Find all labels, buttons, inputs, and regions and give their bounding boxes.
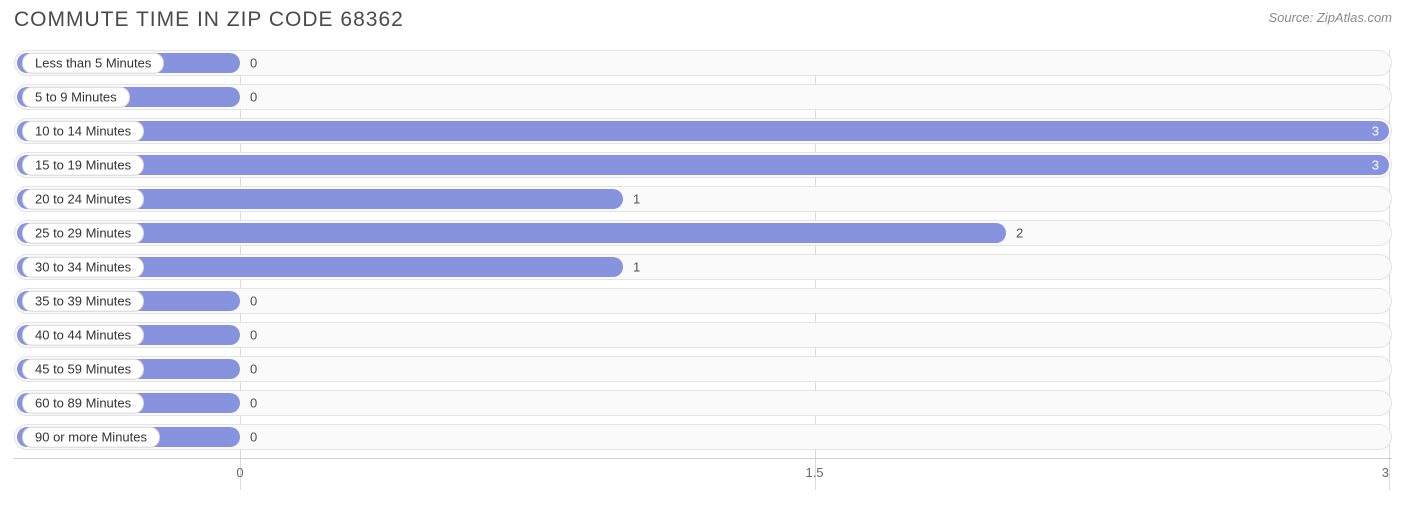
plot-area: Less than 5 Minutes 0 5 to 9 Minutes 0 3 10 t… (14, 50, 1392, 490)
bar-value: 0 (250, 56, 257, 71)
bar-row: 90 or more Minutes 0 (14, 424, 1392, 450)
bar-row: 40 to 44 Minutes 0 (14, 322, 1392, 348)
chart-container: COMMUTE TIME IN ZIP CODE 68362 Source: Z… (0, 0, 1406, 523)
bar-category-label: 30 to 34 Minutes (22, 257, 144, 278)
bar-value: 0 (250, 396, 257, 411)
bar-value: 3 (1372, 124, 1379, 139)
bar-value: 1 (633, 192, 640, 207)
bar-value: 2 (1016, 226, 1023, 241)
bar-row: 3 15 to 19 Minutes (14, 152, 1392, 178)
x-axis: 01.53 (14, 458, 1392, 486)
bar-category-label: 60 to 89 Minutes (22, 393, 144, 414)
bar-value: 0 (250, 294, 257, 309)
bar-category-label: 15 to 19 Minutes (22, 155, 144, 176)
chart-source: Source: ZipAtlas.com (1268, 10, 1392, 25)
x-tick-label: 3 (1382, 465, 1389, 480)
bar-row: 25 to 29 Minutes 2 (14, 220, 1392, 246)
bar-category-label: 5 to 9 Minutes (22, 87, 130, 108)
x-tick-label: 1.5 (805, 465, 823, 480)
bar-row: 30 to 34 Minutes 1 (14, 254, 1392, 280)
bar-value: 0 (250, 328, 257, 343)
bar-fill: 3 (17, 121, 1389, 141)
bar-value: 3 (1372, 158, 1379, 173)
bar-category-label: 25 to 29 Minutes (22, 223, 144, 244)
bar-category-label: 20 to 24 Minutes (22, 189, 144, 210)
bar-category-label: 40 to 44 Minutes (22, 325, 144, 346)
bar-category-label: 10 to 14 Minutes (22, 121, 144, 142)
x-tick-label: 0 (236, 465, 243, 480)
bar-row: 35 to 39 Minutes 0 (14, 288, 1392, 314)
bar-value: 0 (250, 430, 257, 445)
bars-group: Less than 5 Minutes 0 5 to 9 Minutes 0 3 10 t… (14, 50, 1392, 450)
bar-row: 45 to 59 Minutes 0 (14, 356, 1392, 382)
bar-value: 0 (250, 90, 257, 105)
bar-row: 60 to 89 Minutes 0 (14, 390, 1392, 416)
bar-value: 0 (250, 362, 257, 377)
chart-title: COMMUTE TIME IN ZIP CODE 68362 (14, 8, 404, 31)
bar-category-label: 45 to 59 Minutes (22, 359, 144, 380)
bar-row: 20 to 24 Minutes 1 (14, 186, 1392, 212)
bar-row: 5 to 9 Minutes 0 (14, 84, 1392, 110)
bar-fill: 3 (17, 155, 1389, 175)
bar-category-label: 90 or more Minutes (22, 427, 160, 448)
bar-fill (17, 223, 1006, 243)
bar-category-label: Less than 5 Minutes (22, 53, 164, 74)
bar-category-label: 35 to 39 Minutes (22, 291, 144, 312)
chart-header: COMMUTE TIME IN ZIP CODE 68362 Source: Z… (14, 8, 1392, 36)
bar-row: 3 10 to 14 Minutes (14, 118, 1392, 144)
bar-row: Less than 5 Minutes 0 (14, 50, 1392, 76)
bar-value: 1 (633, 260, 640, 275)
